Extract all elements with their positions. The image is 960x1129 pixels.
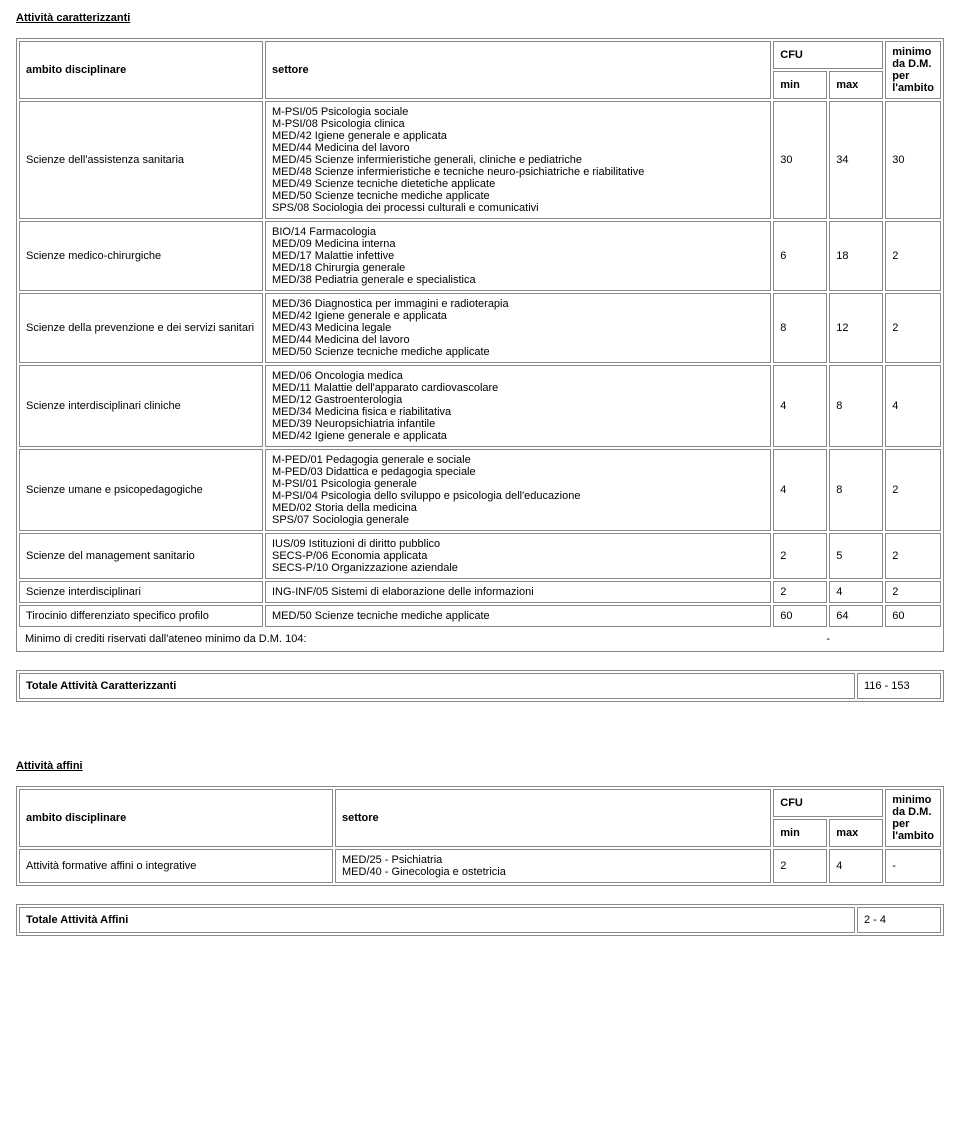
header-cfu: CFU [773,789,883,817]
cell-dm: - [885,849,941,883]
total-label: Totale Attività Affini [19,907,855,933]
header-ambito: ambito disciplinare [19,41,263,99]
cell-dm: 60 [885,605,941,627]
table-caratterizzanti: ambito disciplinare settore CFU minimo d… [16,38,944,652]
cell-min: 8 [773,293,827,363]
total-label: Totale Attività Caratterizzanti [19,673,855,699]
header-min: min [773,819,827,847]
cell-min: 2 [773,849,827,883]
footer-label: Minimo di crediti riservati dall'ateneo … [19,629,771,649]
cell-dm: 2 [885,533,941,579]
cell-dm: 2 [885,293,941,363]
total-value: 116 - 153 [857,673,941,699]
footer-value: - [773,629,883,649]
header-minimo: minimo da D.M. per l'ambito [885,41,941,99]
cell-settore: ING-INF/05 Sistemi di elaborazione delle… [265,581,771,603]
table-row: Scienze medico-chirurgicheBIO/14 Farmaco… [19,221,941,291]
cell-min: 2 [773,581,827,603]
table-row: Scienze dell'assistenza sanitariaM-PSI/0… [19,101,941,219]
cell-ambito: Scienze medico-chirurgiche [19,221,263,291]
header-max: max [829,71,883,99]
cell-settore: M-PED/01 Pedagogia generale e sociale M-… [265,449,771,531]
cell-min: 2 [773,533,827,579]
header-ambito: ambito disciplinare [19,789,333,847]
table-row: Scienze umane e psicopedagogicheM-PED/01… [19,449,941,531]
cell-ambito: Attività formative affini o integrative [19,849,333,883]
header-minimo: minimo da D.M. per l'ambito [885,789,941,847]
cell-max: 4 [829,849,883,883]
cell-min: 60 [773,605,827,627]
cell-settore: MED/06 Oncologia medica MED/11 Malattie … [265,365,771,447]
cell-ambito: Scienze umane e psicopedagogiche [19,449,263,531]
cell-settore: M-PSI/05 Psicologia sociale M-PSI/08 Psi… [265,101,771,219]
cell-min: 6 [773,221,827,291]
table-header-row: ambito disciplinare settore CFU minimo d… [19,789,941,817]
table-header-row: ambito disciplinare settore CFU minimo d… [19,41,941,69]
cell-ambito: Tirocinio differenziato specifico profil… [19,605,263,627]
header-settore: settore [265,41,771,99]
total-value: 2 - 4 [857,907,941,933]
header-cfu: CFU [773,41,883,69]
cell-dm: 2 [885,449,941,531]
cell-max: 5 [829,533,883,579]
cell-max: 4 [829,581,883,603]
cell-max: 18 [829,221,883,291]
cell-settore: MED/25 - Psichiatria MED/40 - Ginecologi… [335,849,771,883]
cell-max: 12 [829,293,883,363]
total-caratterizzanti: Totale Attività Caratterizzanti 116 - 15… [16,670,944,702]
cell-dm: 2 [885,221,941,291]
cell-settore: MED/50 Scienze tecniche mediche applicat… [265,605,771,627]
cell-settore: MED/36 Diagnostica per immagini e radiot… [265,293,771,363]
table-row: Scienze della prevenzione e dei servizi … [19,293,941,363]
table-footer-row: Minimo di crediti riservati dall'ateneo … [19,629,941,649]
cell-max: 34 [829,101,883,219]
cell-max: 8 [829,449,883,531]
table-affini: ambito disciplinare settore CFU minimo d… [16,786,944,886]
cell-ambito: Scienze della prevenzione e dei servizi … [19,293,263,363]
cell-ambito: Scienze interdisciplinari [19,581,263,603]
header-max: max [829,819,883,847]
total-affini: Totale Attività Affini 2 - 4 [16,904,944,936]
cell-settore: IUS/09 Istituzioni di diritto pubblico S… [265,533,771,579]
cell-dm: 30 [885,101,941,219]
table-row: Scienze del management sanitarioIUS/09 I… [19,533,941,579]
cell-min: 4 [773,365,827,447]
header-min: min [773,71,827,99]
table-row: Scienze interdisciplinariING-INF/05 Sist… [19,581,941,603]
cell-min: 30 [773,101,827,219]
cell-dm: 4 [885,365,941,447]
cell-dm: 2 [885,581,941,603]
table-row: Scienze interdisciplinari clinicheMED/06… [19,365,941,447]
cell-ambito: Scienze interdisciplinari cliniche [19,365,263,447]
footer-empty [885,629,941,649]
cell-min: 4 [773,449,827,531]
table-row: Attività formative affini o integrativeM… [19,849,941,883]
cell-max: 64 [829,605,883,627]
cell-ambito: Scienze dell'assistenza sanitaria [19,101,263,219]
table-row: Tirocinio differenziato specifico profil… [19,605,941,627]
header-settore: settore [335,789,771,847]
section-title-caratterizzanti: Attività caratterizzanti [16,12,944,24]
cell-settore: BIO/14 Farmacologia MED/09 Medicina inte… [265,221,771,291]
cell-ambito: Scienze del management sanitario [19,533,263,579]
cell-max: 8 [829,365,883,447]
section-title-affini: Attività affini [16,760,944,772]
